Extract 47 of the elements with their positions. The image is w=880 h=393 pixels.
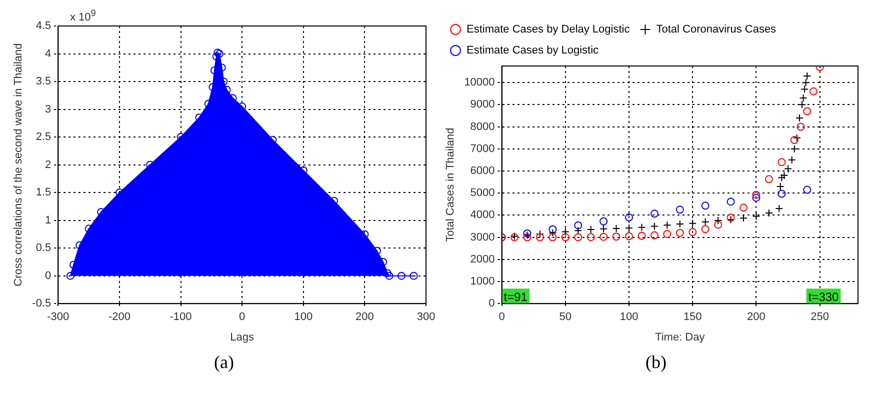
y-tick-label: 4	[45, 48, 52, 60]
x-tick-label: 250	[810, 311, 830, 324]
y-axis-title: Cross correlations of the second wave in Thailand	[12, 43, 25, 286]
x-tick-label: -100	[170, 311, 192, 324]
text: (a)	[213, 352, 235, 373]
annotation: t=91	[504, 290, 528, 304]
x-axis-title: Lags	[230, 331, 254, 344]
y-tick-label: 6000	[470, 165, 495, 178]
y-tick-label: 0	[488, 298, 495, 310]
y-axis-title: Total Cases in Thailand	[444, 128, 457, 242]
y-tick-label: 2000	[470, 253, 495, 266]
y-tick-label: 10000	[464, 76, 495, 89]
y-tick-label: 4.5	[36, 20, 52, 32]
legend-label: Estimate Cases by Delay Logistic	[466, 24, 630, 36]
y-tick-label: 3.5	[36, 76, 52, 88]
x-tick-label: 150	[683, 311, 702, 324]
x-tick-label: -200	[108, 311, 130, 324]
y-tick-label: 5000	[470, 187, 495, 200]
y-tick-label: 2	[45, 158, 52, 171]
y-tick-label: 3000	[470, 231, 495, 244]
legend-label: Total Coronavirus Cases	[656, 24, 777, 36]
y-tick-label: 7000	[470, 142, 495, 155]
chart-subtitle: x 10$^{9}$	[70, 8, 96, 24]
y-tick-label: 9000	[470, 98, 495, 111]
y-tick-label: 1	[45, 214, 52, 226]
x-axis-title: Time: Day	[655, 331, 706, 344]
x-tick-label: 200	[356, 311, 374, 324]
y-tick-label: 1.5	[36, 186, 52, 199]
y-tick-label: 0.5	[36, 242, 52, 254]
x-tick-label: 300	[416, 311, 436, 324]
y-tick-label: 1000	[470, 276, 495, 288]
y-tick-label: -0.5	[32, 298, 52, 310]
y-tick-label: 0	[45, 270, 52, 282]
y-tick-label: 3	[45, 103, 52, 116]
x-tick-label: 50	[559, 311, 572, 324]
x-tick-label: 0	[239, 311, 246, 324]
x-tick-label: 100	[620, 311, 638, 324]
annotation: t=330	[808, 290, 840, 304]
x-tick-label: -300	[47, 311, 70, 324]
y-tick-label: 8000	[470, 120, 495, 133]
x-tick-label: 100	[294, 311, 313, 324]
text: (b)	[644, 352, 668, 373]
y-tick-label: 2.5	[36, 131, 52, 144]
y-tick-label: 4000	[470, 209, 495, 222]
x-tick-label: 200	[747, 311, 766, 324]
x-tick-label: 0	[498, 311, 505, 324]
legend-label: Estimate Cases by Logistic	[466, 44, 600, 57]
